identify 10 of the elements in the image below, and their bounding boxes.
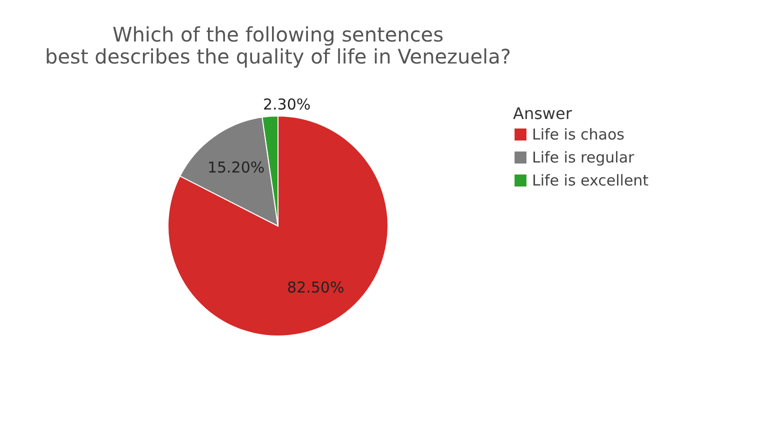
legend-title: Answer (513, 104, 572, 123)
data-label: 15.20% (207, 158, 265, 176)
legend-label: Life is regular (532, 148, 636, 166)
legend-label: Life is chaos (532, 126, 625, 144)
text: Which of the following sentences (112, 22, 444, 46)
data-label: 2.30% (262, 95, 311, 114)
legend-label: Life is excellent (532, 172, 649, 190)
pie-slice (168, 116, 388, 336)
text: best describes the quality of life in Venezuela? (45, 44, 511, 68)
data-label: 82.50% (287, 278, 344, 296)
